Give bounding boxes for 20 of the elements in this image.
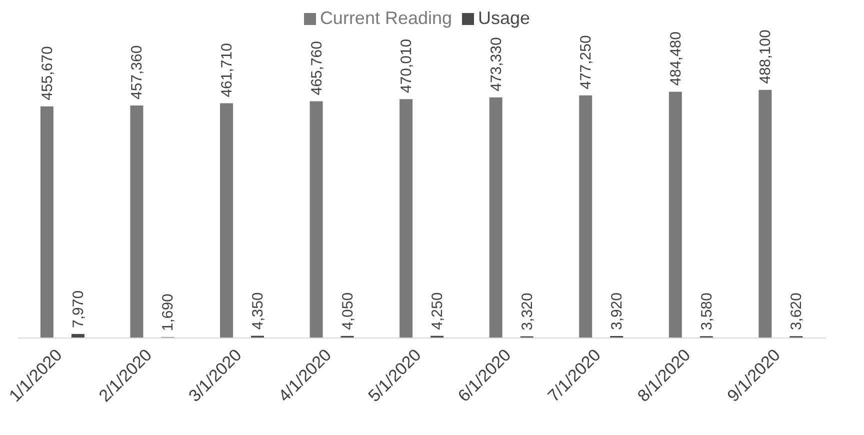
data-label: 484,480: [667, 31, 684, 86]
data-label: 488,100: [757, 30, 774, 84]
data-label: 473,330: [488, 37, 505, 92]
legend-label: Current Reading: [320, 8, 452, 28]
data-label: 455,670: [38, 46, 56, 100]
data-label: 4,350: [250, 292, 266, 330]
data-label: 470,010: [398, 38, 416, 94]
data-label: 1,690: [160, 294, 177, 332]
data-label: 461,710: [218, 43, 236, 98]
data-label: 3,320: [518, 292, 536, 330]
data-label: 457,360: [128, 45, 146, 100]
data-label: 7,970: [70, 290, 87, 328]
data-label: 4,250: [429, 292, 446, 330]
data-label: 465,760: [308, 41, 326, 96]
data-label: 3,920: [608, 292, 626, 330]
data-label: 3,580: [698, 292, 716, 330]
data-label: 4,050: [339, 292, 356, 330]
data-label: 477,250: [578, 35, 595, 90]
legend-label: Usage: [478, 8, 530, 28]
data-label: 3,620: [788, 292, 806, 330]
